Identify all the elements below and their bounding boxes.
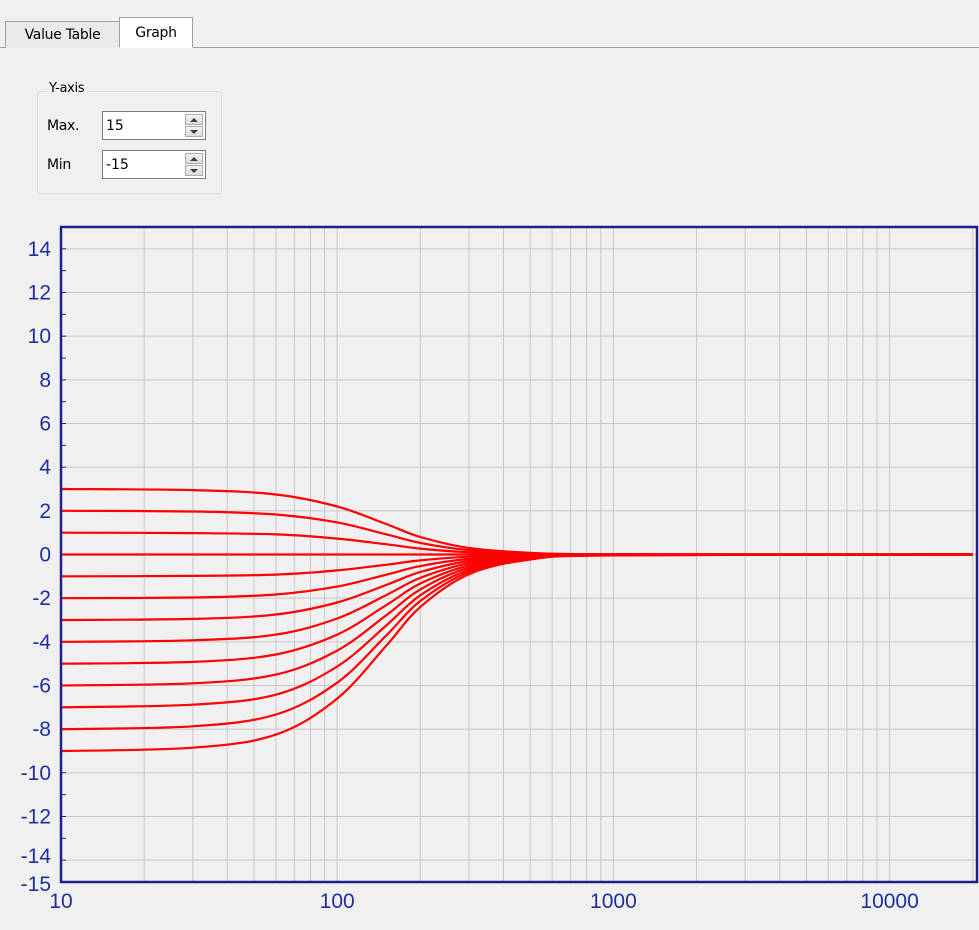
y-tick-label: -4: [32, 631, 51, 654]
tab-graph-label: Graph: [135, 25, 176, 41]
y-tick-label: -2: [32, 587, 51, 610]
y-tick-label: -6: [32, 675, 51, 698]
y-tick-label: -15: [21, 873, 51, 896]
x-tick-label: 100: [320, 890, 355, 913]
y-tick-label: 10: [28, 325, 51, 348]
x-tick-label: 1000: [590, 890, 637, 913]
y-tick-label: 4: [39, 456, 51, 479]
y-tick-label: 12: [28, 282, 51, 305]
tab-graph[interactable]: Graph: [119, 17, 193, 48]
x-tick-label: 10: [49, 890, 72, 913]
y-tick-label: 0: [39, 544, 51, 567]
y-tick-label: 8: [39, 369, 51, 392]
y-tick-label: 2: [39, 500, 51, 523]
y-tick-label: -8: [32, 718, 51, 741]
y-tick-label: 14: [28, 238, 52, 261]
x-tick-label: 10000: [860, 890, 918, 913]
y-tick-label: -14: [21, 845, 52, 868]
y-tick-label: 6: [39, 413, 51, 436]
y-tick-label: -12: [21, 806, 51, 829]
y-tick-label: -10: [21, 762, 51, 785]
